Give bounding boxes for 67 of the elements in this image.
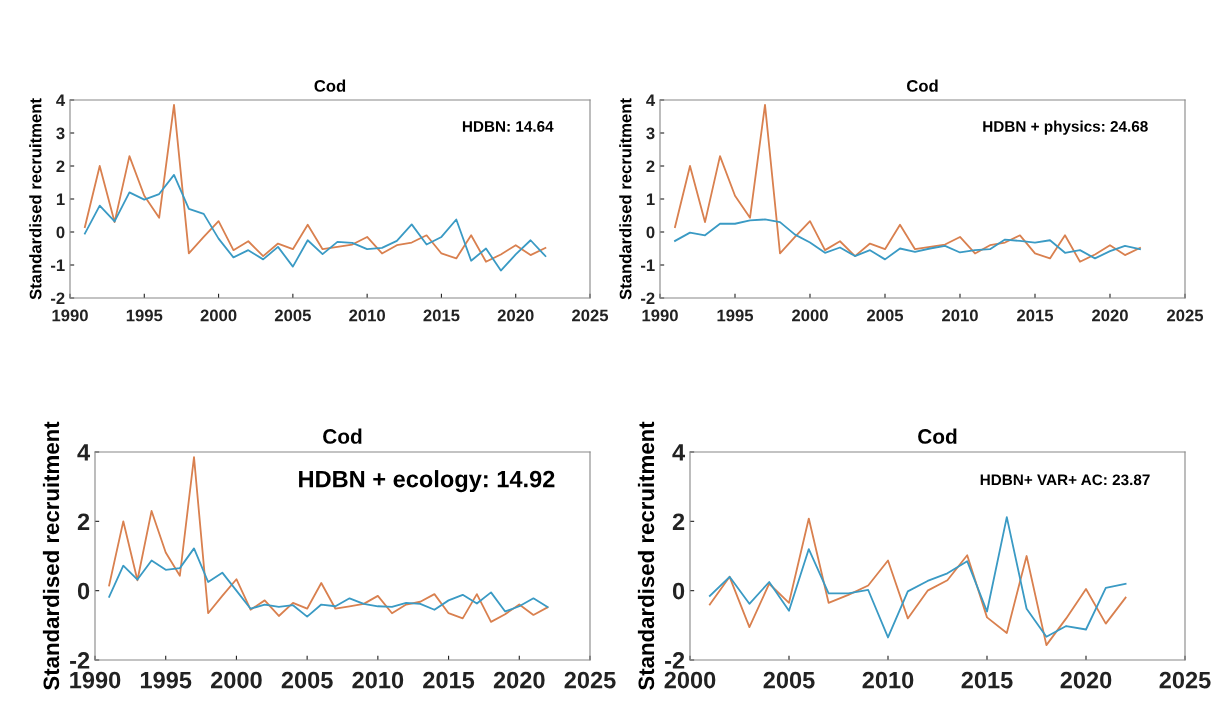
y-tick-label: -1 [640,259,655,272]
chart-title: Cod [323,428,362,444]
annotation: HDBN: 14.64 [462,121,554,132]
x-tick-label: 2005 [867,309,904,322]
y-tick-label: -2 [665,652,685,669]
x-tick-label: 1990 [70,671,121,689]
y-tick-label: -2 [50,292,65,305]
x-tick-label: 2000 [200,309,237,322]
line-series [83,174,547,272]
y-tick-label: 2 [77,513,90,530]
x-tick-label: 2005 [274,309,311,322]
x-tick-label: 2025 [1167,309,1204,322]
y-tick-label: 4 [672,444,686,461]
x-tick-label: 1995 [717,309,754,322]
x-tick-label: 2010 [942,309,978,322]
x-tick-label: 1995 [140,671,192,689]
x-tick-label: 1990 [52,309,88,322]
line-series [674,218,1141,261]
x-tick-label: 2020 [497,309,534,322]
x-tick-label: 1990 [642,309,678,322]
y-tick-label: 2 [672,513,685,530]
y-axis-title: Standardised recruitment [637,421,655,690]
x-tick-label: 2010 [352,671,404,689]
y-tick-label: -1 [50,259,65,272]
y-tick-label: 4 [77,444,91,461]
x-tick-label: 2015 [423,309,460,322]
y-tick-label: 0 [56,226,65,239]
x-tick-label: 2000 [210,671,262,689]
x-tick-label: 2015 [961,671,1013,689]
y-tick-label: -2 [640,292,655,305]
x-tick-label: 2010 [349,309,385,322]
y-tick-label: 4 [646,94,656,107]
y-tick-label: 3 [646,127,655,140]
y-tick-label: -2 [70,652,90,669]
y-tick-label: 3 [56,127,65,140]
y-tick-label: 2 [56,160,65,173]
x-tick-label: 2000 [792,309,828,322]
x-tick-label: 2015 [1017,309,1054,322]
x-tick-label: 2020 [1060,671,1112,689]
y-tick-label: 0 [646,226,655,239]
x-tick-label: 2020 [493,671,545,689]
x-tick-label: 2000 [664,671,716,689]
y-tick-label: 2 [646,160,655,173]
x-tick-label: 2010 [862,671,914,689]
x-tick-label: 2020 [1092,309,1128,322]
chart-title: Cod [918,428,957,444]
annotation: HDBN+ VAR+ AC: 23.87 [980,474,1150,486]
y-tick-label: 0 [672,582,685,600]
x-tick-label: 2025 [564,671,616,689]
chart-title: Cod [314,79,346,92]
annotation: HDBN + ecology: 14.92 [299,470,555,493]
annotation: HDBN + physics: 24.68 [983,120,1148,135]
x-tick-label: 2015 [423,671,475,689]
y-tick-label: 0 [77,582,90,600]
x-tick-label: 2005 [763,671,815,689]
y-axis-title: Standardised recruitment [42,421,60,690]
y-tick-label: 4 [56,94,66,107]
y-tick-label: 1 [56,193,65,206]
y-tick-label: 1 [646,193,655,206]
chart-title: Cod [906,79,938,92]
line-series [108,547,549,618]
y-axis-title: Standardised recruitment [29,98,42,300]
x-tick-label: 1995 [126,309,163,322]
x-tick-label: 2005 [281,671,333,689]
x-tick-label: 2025 [572,309,609,322]
x-tick-label: 2025 [1159,671,1211,689]
y-axis-title: Standardised recruitment [619,98,632,300]
